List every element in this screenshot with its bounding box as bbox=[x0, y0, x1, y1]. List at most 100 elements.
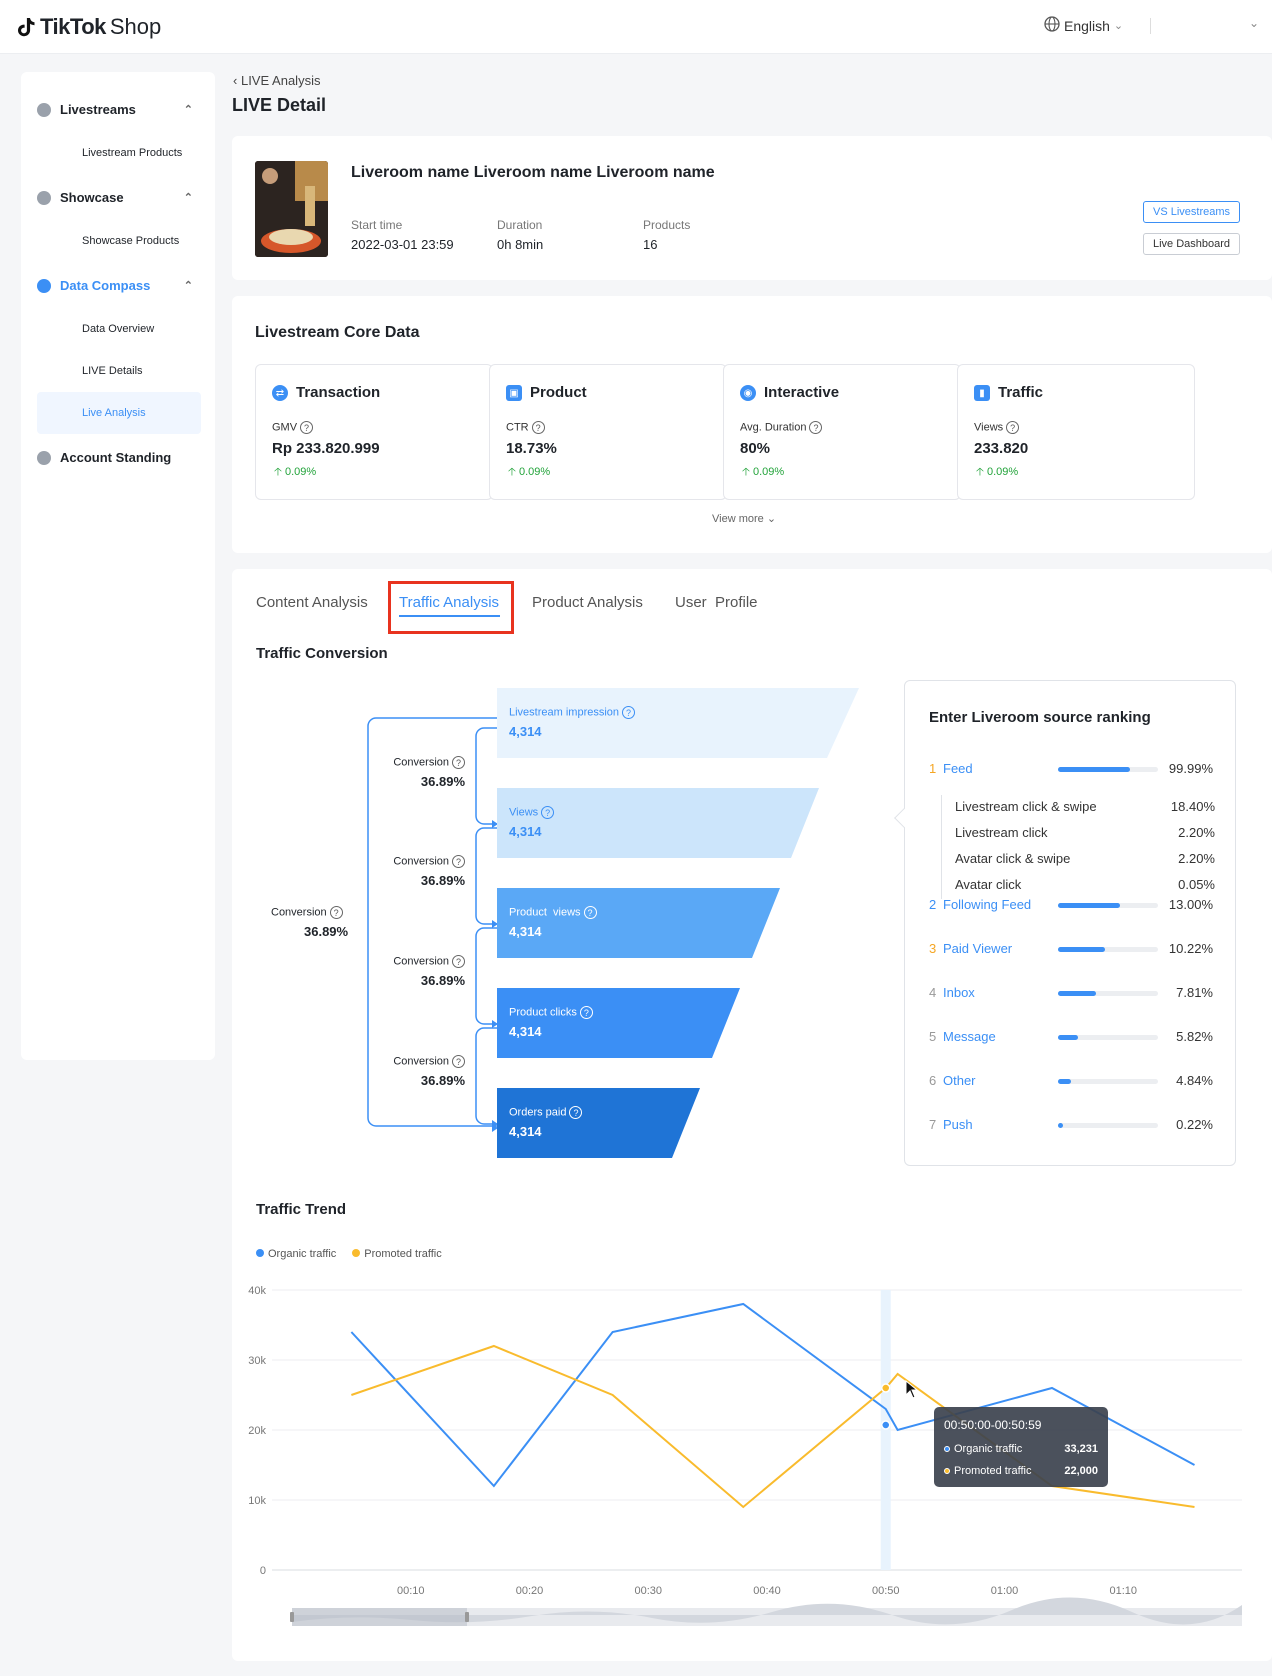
help-icon[interactable]: ? bbox=[329, 906, 343, 919]
sidebar-group-showcase[interactable]: Showcase ⌃ bbox=[37, 190, 205, 205]
sub-pct: 0.05% bbox=[1178, 877, 1215, 892]
sidebar-group-livestreams[interactable]: Livestreams ⌃ bbox=[37, 102, 205, 117]
rank-pct: 0.22% bbox=[1176, 1117, 1213, 1132]
live-cover-thumbnail[interactable] bbox=[255, 161, 328, 257]
help-icon[interactable]: ? bbox=[579, 1006, 593, 1019]
live-room-name: Liveroom name Liveroom name Liveroom nam… bbox=[351, 164, 715, 181]
metric-card-traffic[interactable]: ▮ Traffic Views? 233.820 🡡 0.09% bbox=[957, 364, 1195, 500]
metric-label-text: Views bbox=[974, 421, 1004, 434]
sidebar-group-data-compass[interactable]: Data Compass ⌃ bbox=[37, 278, 205, 293]
tab-traffic-analysis[interactable]: Traffic Analysis bbox=[399, 594, 500, 611]
legend-organic[interactable]: Organic traffic bbox=[256, 1248, 336, 1260]
sidebar-group-account-standing[interactable]: Account Standing bbox=[37, 450, 205, 465]
conversion-funnel bbox=[367, 688, 859, 1158]
help-icon[interactable]: ? bbox=[1006, 421, 1020, 434]
sidebar-item-data-overview[interactable]: Data Overview bbox=[82, 323, 155, 335]
tab-user-profile[interactable]: User Profile bbox=[675, 594, 758, 611]
sub-label: Livestream click & swipe bbox=[955, 799, 1097, 814]
data-compass-icon bbox=[37, 278, 51, 293]
metric-card-interactive[interactable]: ◉ Interactive Avg. Duration? 80% 🡡 0.09% bbox=[723, 364, 961, 500]
tooltip-time: 00:50:00-00:50:59 bbox=[944, 1418, 1042, 1432]
hover-point-organic bbox=[881, 1420, 891, 1430]
language-selector[interactable]: English ⌄ bbox=[1044, 16, 1123, 35]
rank-label[interactable]: Inbox bbox=[943, 985, 975, 1000]
funnel-step-product-clicks[interactable] bbox=[497, 988, 740, 1058]
conversion-label-text: Conversion bbox=[393, 1055, 449, 1068]
help-icon[interactable]: ? bbox=[452, 955, 465, 968]
traffic-conversion-title: Traffic Conversion bbox=[256, 645, 388, 662]
funnel-step-product-views[interactable] bbox=[497, 888, 780, 958]
tab-content-analysis[interactable]: Content Analysis bbox=[256, 594, 368, 611]
metric-label: Avg. Duration? bbox=[740, 421, 823, 434]
help-icon[interactable]: ? bbox=[569, 1106, 583, 1119]
metric-change-value: 0.09% bbox=[518, 466, 551, 478]
funnel-label-orders-paid: Orders paid? bbox=[509, 1106, 583, 1119]
breadcrumb[interactable]: ‹ LIVE Analysis bbox=[233, 73, 320, 88]
sidebar-item-livestream-products[interactable]: Livestream Products bbox=[82, 147, 183, 159]
rank-label[interactable]: Feed bbox=[943, 761, 973, 776]
metric-card-transaction[interactable]: ⇄ Transaction GMV? Rp 233.820.999 🡡 0.09… bbox=[255, 364, 493, 500]
rank-label[interactable]: Paid Viewer bbox=[943, 941, 1013, 956]
rank-pct: 10.22% bbox=[1168, 941, 1213, 956]
help-icon[interactable]: ? bbox=[452, 1055, 465, 1068]
y-tick-label: 20k bbox=[248, 1425, 266, 1437]
help-icon[interactable]: ? bbox=[452, 855, 465, 868]
chevron-up-icon[interactable]: ⌃ bbox=[183, 104, 193, 116]
help-icon[interactable]: ? bbox=[541, 806, 555, 819]
duration-label: Duration bbox=[497, 218, 543, 232]
live-info-card: Liveroom name Liveroom name Liveroom nam… bbox=[232, 136, 1272, 280]
tab-product-analysis[interactable]: Product Analysis bbox=[532, 594, 643, 611]
rank-pct: 4.84% bbox=[1176, 1073, 1213, 1088]
sidebar-active-highlight bbox=[37, 392, 201, 434]
legend-promoted[interactable]: Promoted traffic bbox=[352, 1248, 442, 1260]
funnel-step-label: Livestream impression bbox=[509, 706, 620, 719]
rank-number: 2 bbox=[929, 897, 937, 912]
view-more-button[interactable]: View more ⌄ bbox=[712, 512, 776, 525]
vs-livestreams-button[interactable]: VS Livestreams bbox=[1143, 201, 1240, 223]
traffic-trend-chart[interactable]: 0 10k 20k 30k 40k 00:10 00:20 00:30 00:40 00:50 01… bbox=[232, 1270, 1272, 1640]
sidebar-item-live-details[interactable]: LIVE Details bbox=[82, 365, 143, 377]
metric-title: Traffic bbox=[998, 384, 1044, 401]
traffic-icon: ▮ bbox=[974, 385, 990, 401]
help-icon[interactable]: ? bbox=[809, 421, 823, 434]
feed-sub-row: Avatar click 0.05% bbox=[955, 877, 1215, 892]
arrow-up-icon: 🡡 bbox=[976, 466, 984, 478]
chevron-up-icon[interactable]: ⌃ bbox=[183, 280, 193, 292]
sub-pct: 2.20% bbox=[1178, 825, 1215, 840]
overall-conversion-value: 36.89% bbox=[304, 924, 349, 939]
sidebar-item-live-analysis[interactable]: Live Analysis bbox=[82, 407, 146, 419]
funnel-value-views: 4,314 bbox=[509, 824, 542, 839]
rank-label[interactable]: Push bbox=[943, 1117, 973, 1132]
legend-label: Organic traffic bbox=[268, 1248, 337, 1260]
chevron-up-icon[interactable]: ⌃ bbox=[183, 192, 193, 204]
funnel-step-orders-paid[interactable] bbox=[497, 1088, 700, 1158]
help-icon[interactable]: ? bbox=[583, 906, 597, 919]
help-icon[interactable]: ? bbox=[300, 421, 314, 434]
start-time-value: 2022-03-01 23:59 bbox=[351, 237, 454, 252]
metric-card-product[interactable]: ▣ Product CTR? 18.73% 🡡 0.09% bbox=[489, 364, 727, 500]
account-menu-chevron-icon[interactable]: ⌄ bbox=[1249, 16, 1260, 30]
sidebar-group-label: Showcase bbox=[60, 190, 124, 205]
conversion-label-text: Conversion bbox=[393, 756, 449, 769]
legend-label: Promoted traffic bbox=[364, 1248, 442, 1260]
funnel-step-views[interactable] bbox=[497, 788, 819, 858]
funnel-step-impression[interactable] bbox=[497, 688, 859, 758]
tiktok-shop-logo[interactable]: TikTok Shop bbox=[18, 14, 161, 40]
chevron-left-icon: ‹ bbox=[233, 73, 238, 88]
rank-pct: 7.81% bbox=[1176, 985, 1213, 1000]
x-tick-label: 00:10 bbox=[397, 1585, 425, 1597]
y-tick-label: 40k bbox=[248, 1285, 266, 1297]
sub-pct: 2.20% bbox=[1178, 851, 1215, 866]
live-dashboard-button[interactable]: Live Dashboard bbox=[1143, 233, 1240, 255]
rank-label[interactable]: Other bbox=[943, 1073, 976, 1088]
help-icon[interactable]: ? bbox=[452, 756, 465, 769]
funnel-value-orders-paid: 4,314 bbox=[509, 1124, 542, 1139]
help-icon[interactable]: ? bbox=[622, 706, 636, 719]
zoom-brush-window bbox=[292, 1608, 467, 1626]
sidebar-item-showcase-products[interactable]: Showcase Products bbox=[82, 235, 180, 247]
help-icon[interactable]: ? bbox=[531, 421, 545, 434]
rank-label[interactable]: Following Feed bbox=[943, 897, 1032, 912]
x-tick-label: 00:20 bbox=[516, 1585, 544, 1597]
rank-label[interactable]: Message bbox=[943, 1029, 996, 1044]
funnel-step-label: Orders paid bbox=[509, 1106, 567, 1119]
